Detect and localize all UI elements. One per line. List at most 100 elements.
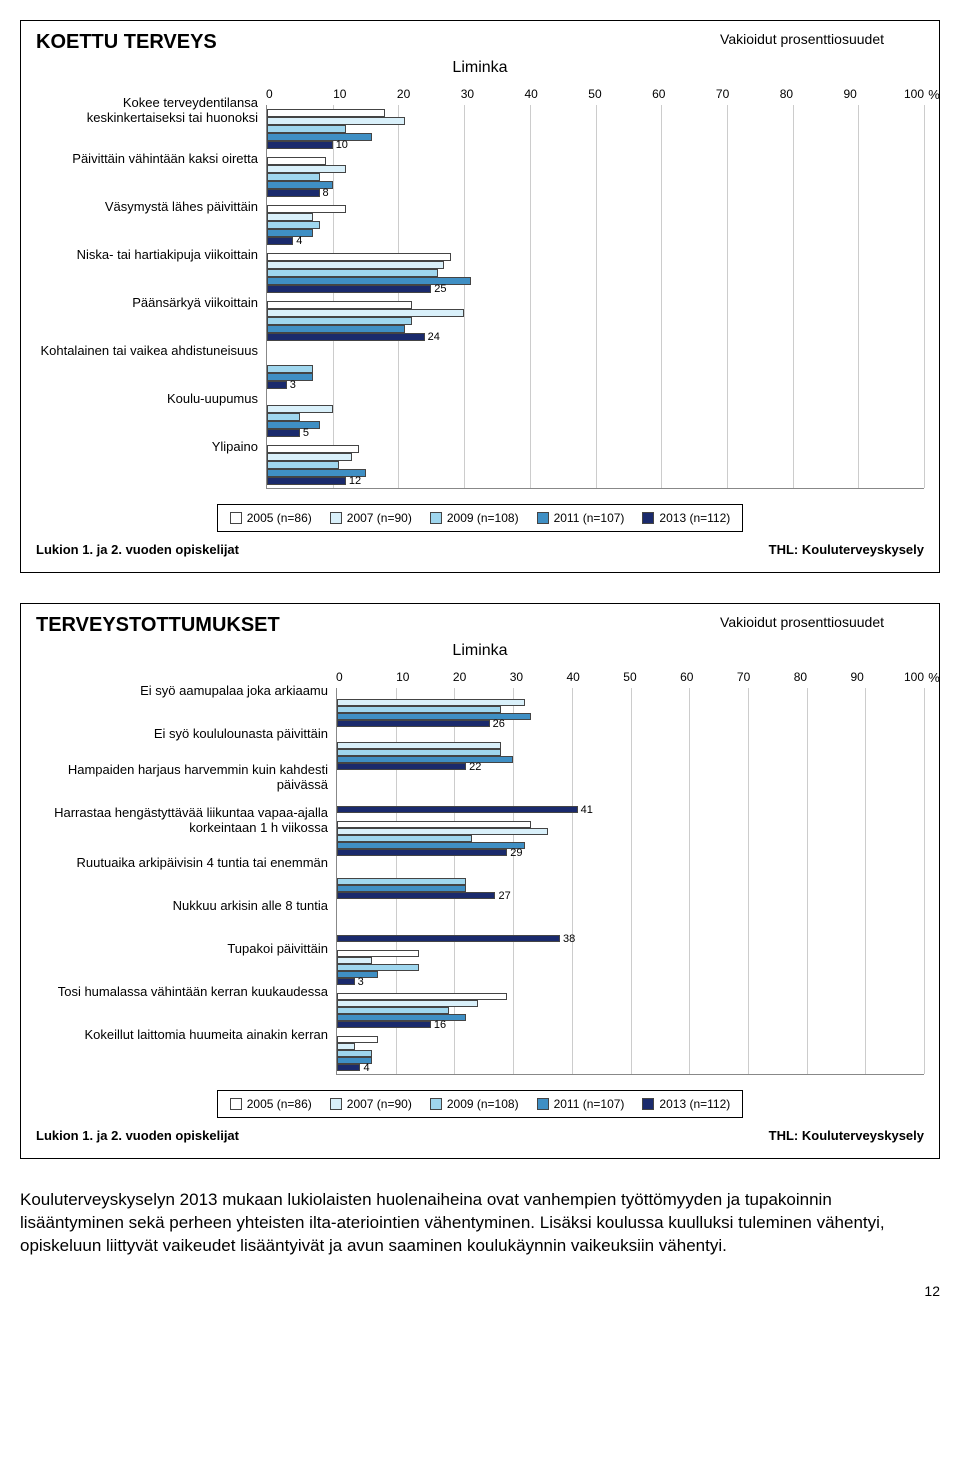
- bar: [337, 1050, 372, 1057]
- x-tick: 60: [677, 670, 697, 684]
- x-tick: 30: [506, 670, 526, 684]
- bar-value-label: 29: [510, 847, 522, 859]
- category-label: Harrastaa hengästyttävää liikuntaa vapaa…: [36, 799, 328, 842]
- chart1-x-axis: 0102030405060708090100%: [266, 87, 924, 105]
- bar: [267, 173, 320, 181]
- category-label: Niska- tai hartiakipuja viikoittain: [36, 231, 258, 279]
- bar: [267, 285, 431, 293]
- bar: [267, 317, 412, 325]
- chart2-footer-right: THL: Kouluterveyskysely: [769, 1128, 924, 1143]
- legend-item: 2005 (n=86): [230, 1097, 312, 1111]
- x-tick: 0: [266, 87, 286, 101]
- category-label: Kokeillut laittomia huumeita ainakin ker…: [36, 1014, 328, 1057]
- category-label: Ylipaino: [36, 423, 258, 471]
- bar: [337, 957, 372, 964]
- bar: [337, 1021, 431, 1028]
- page-number: 12: [20, 1283, 940, 1299]
- legend-item: 2007 (n=90): [330, 1097, 412, 1111]
- legend-swatch: [230, 1098, 242, 1110]
- bar-value-label: 3: [358, 976, 364, 988]
- bar: [337, 749, 501, 756]
- bar-value-label: 27: [498, 890, 510, 902]
- x-tick: 20: [394, 87, 414, 101]
- x-tick: 90: [840, 87, 860, 101]
- bar-value-label: 3: [290, 379, 296, 391]
- chart2-legend: 2005 (n=86)2007 (n=90)2009 (n=108)2011 (…: [217, 1090, 744, 1118]
- bar: [337, 828, 548, 835]
- bar: [337, 821, 531, 828]
- x-tick: 50: [585, 87, 605, 101]
- legend-label: 2007 (n=90): [347, 1097, 412, 1111]
- bar: [337, 842, 525, 849]
- legend-swatch: [537, 512, 549, 524]
- bar: [337, 1007, 449, 1014]
- bar-value-label: 5: [303, 427, 309, 439]
- bar: [267, 477, 346, 485]
- category-label: Ei syö koululounasta päivittäin: [36, 713, 328, 756]
- legend-label: 2005 (n=86): [247, 511, 312, 525]
- x-tick: 60: [649, 87, 669, 101]
- chart-koettu-terveys: KOETTU TERVEYS Vakioidut prosenttiosuude…: [20, 20, 940, 573]
- chart1-category-labels: Kokee terveydentilansa keskinkertaiseksi…: [36, 87, 266, 471]
- legend-label: 2005 (n=86): [247, 1097, 312, 1111]
- bar: [267, 205, 346, 213]
- bar: [337, 935, 560, 942]
- bar: [267, 117, 405, 125]
- bar: [267, 333, 425, 341]
- chart1-grid: 108425243512: [266, 105, 924, 489]
- bar: [337, 756, 513, 763]
- legend-label: 2011 (n=107): [554, 1097, 625, 1111]
- bar: [337, 950, 419, 957]
- bar-value-label: 41: [581, 804, 593, 816]
- bar: [337, 878, 466, 885]
- legend-item: 2013 (n=112): [642, 511, 730, 525]
- bar-value-label: 25: [434, 283, 446, 295]
- legend-label: 2013 (n=112): [659, 511, 730, 525]
- bar: [267, 189, 320, 197]
- bar: [337, 699, 525, 706]
- bar: [267, 325, 405, 333]
- legend-swatch: [330, 1098, 342, 1110]
- x-tick: 70: [734, 670, 754, 684]
- bar-group: 41: [337, 774, 924, 817]
- legend-label: 2013 (n=112): [659, 1097, 730, 1111]
- bar: [267, 421, 320, 429]
- bar: [337, 763, 466, 770]
- bar: [267, 237, 293, 245]
- bar-group: 3: [267, 345, 924, 393]
- bar-group: 4: [267, 201, 924, 249]
- bar-value-label: 12: [349, 475, 361, 487]
- bar-group: 22: [337, 731, 924, 774]
- bar: [337, 720, 490, 727]
- chart1-subtitle: Vakioidut prosenttiosuudet: [720, 31, 884, 47]
- legend-item: 2013 (n=112): [642, 1097, 730, 1111]
- x-tick: 40: [563, 670, 583, 684]
- chart2-category-labels: Ei syö aamupalaa joka arkiaamuEi syö kou…: [36, 670, 336, 1057]
- bar: [337, 964, 419, 971]
- x-tick: 70: [713, 87, 733, 101]
- bar-value-label: 10: [336, 139, 348, 151]
- bar: [337, 993, 507, 1000]
- bar: [337, 1064, 360, 1071]
- percent-symbol: %: [924, 87, 944, 102]
- bar: [337, 1000, 478, 1007]
- bar: [267, 213, 313, 221]
- bar: [267, 445, 359, 453]
- bar: [337, 978, 355, 985]
- x-tick: 20: [450, 670, 470, 684]
- x-tick: 100: [904, 670, 924, 684]
- bar: [267, 269, 438, 277]
- bar: [267, 413, 300, 421]
- bar: [267, 453, 352, 461]
- chart-terveystottumukset: TERVEYSTOTTUMUKSET Vakioidut prosenttios…: [20, 603, 940, 1159]
- legend-swatch: [230, 512, 242, 524]
- bar-value-label: 38: [563, 933, 575, 945]
- chart2-subtitle: Vakioidut prosenttiosuudet: [720, 614, 884, 630]
- bar: [267, 109, 385, 117]
- category-label: Tupakoi päivittäin: [36, 928, 328, 971]
- chart1-footer-right: THL: Kouluterveyskysely: [769, 542, 924, 557]
- category-label: Väsymystä lähes päivittäin: [36, 183, 258, 231]
- body-paragraph: Kouluterveyskyselyn 2013 mukaan lukiolai…: [20, 1189, 940, 1258]
- bar: [267, 253, 451, 261]
- bar-value-label: 4: [363, 1062, 369, 1074]
